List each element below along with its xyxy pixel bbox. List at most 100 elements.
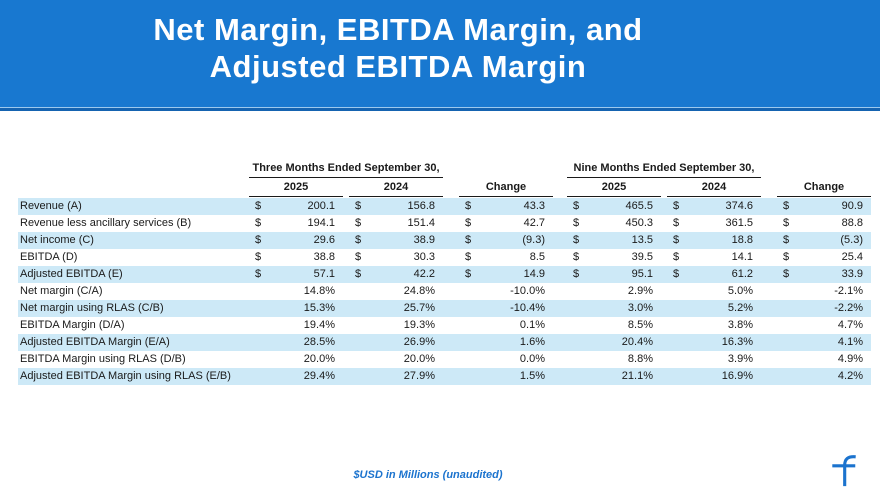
cell-value: 25.4 — [841, 251, 863, 263]
cell-value: 15.3% — [303, 302, 335, 314]
cell-value: 1.6% — [519, 336, 545, 348]
column-header-change-9mo: Change — [777, 180, 871, 197]
cell-value: 30.3 — [413, 251, 435, 263]
value-cell: 5.2% — [667, 300, 761, 317]
value-cell: 29.4% — [249, 368, 343, 385]
cell-value: 4.1% — [837, 336, 863, 348]
value-cell: 3.9% — [667, 351, 761, 368]
footnote: $USD in Millions (unaudited) — [353, 469, 503, 481]
table-row: EBITDA Margin (D/A) 19.4% 19.3% 0.1% 8.5% 3.8… — [18, 317, 871, 334]
column-header-2024-3mo: 2024 — [349, 180, 443, 197]
cell-value: 16.9% — [721, 370, 753, 382]
row-label: Net income (C) — [20, 234, 94, 246]
value-cell: $38.8 — [249, 249, 343, 266]
group-header-spacer — [459, 161, 553, 178]
currency-symbol: $ — [465, 200, 472, 212]
currency-symbol: $ — [355, 251, 362, 263]
cell-value: 194.1 — [307, 217, 335, 229]
table-row: Adjusted EBITDA Margin using RLAS (E/B) 2… — [18, 368, 871, 385]
value-cell: 16.3% — [667, 334, 761, 351]
value-cell: $57.1 — [249, 266, 343, 283]
cell-value: 5.0% — [727, 285, 753, 297]
cell-value: 38.9 — [413, 234, 435, 246]
currency-symbol: $ — [783, 217, 790, 229]
cell-value: 2.9% — [627, 285, 653, 297]
value-cell: $151.4 — [349, 215, 443, 232]
cell-value: -10.4% — [510, 302, 545, 314]
row-label: Adjusted EBITDA Margin using RLAS (E/B) — [20, 370, 231, 382]
table-row: EBITDA Margin using RLAS (D/B) 20.0% 20.0%… — [18, 351, 871, 368]
cell-value: 88.8 — [841, 217, 863, 229]
currency-symbol: $ — [465, 268, 472, 280]
cell-value: 450.3 — [625, 217, 653, 229]
cell-value: 29.4% — [303, 370, 335, 382]
table-group-header-row: Three Months Ended September 30, Nine Mo… — [18, 161, 871, 178]
cell-value: 14.8% — [303, 285, 335, 297]
value-cell: $14.1 — [667, 249, 761, 266]
value-cell: 25.7% — [349, 300, 443, 317]
value-cell: 8.5% — [567, 317, 661, 334]
value-cell: $30.3 — [349, 249, 443, 266]
value-cell: -2.2% — [777, 300, 871, 317]
table-row: Net margin using RLAS (C/B) 15.3% 25.7% -10… — [18, 300, 871, 317]
value-cell: $90.9 — [777, 198, 871, 215]
currency-symbol: $ — [355, 234, 362, 246]
page-title-line1: Net Margin, EBITDA Margin, and — [153, 12, 643, 47]
cell-value: 0.0% — [519, 353, 545, 365]
cell-value: 3.9% — [727, 353, 753, 365]
row-label: Revenue less ancillary services (B) — [20, 217, 192, 229]
row-label: Adjusted EBITDA Margin (E/A) — [20, 336, 170, 348]
value-cell: $361.5 — [667, 215, 761, 232]
cell-value: 465.5 — [625, 200, 653, 212]
table-column-header-row: 2025 2024 Change 2025 2024 Change — [18, 180, 871, 197]
value-cell: $200.1 — [249, 198, 343, 215]
row-label: EBITDA Margin using RLAS (D/B) — [20, 353, 186, 365]
cell-value: 26.9% — [403, 336, 435, 348]
cell-value: 156.8 — [407, 200, 435, 212]
cell-value: 4.2% — [837, 370, 863, 382]
value-cell: 4.7% — [777, 317, 871, 334]
cell-value: 3.0% — [627, 302, 653, 314]
currency-symbol: $ — [255, 217, 262, 229]
value-cell: -10.4% — [459, 300, 553, 317]
cell-value: 8.5% — [627, 319, 653, 331]
currency-symbol: $ — [783, 268, 790, 280]
cell-value: (9.3) — [522, 234, 545, 246]
cell-value: 16.3% — [721, 336, 753, 348]
cell-value: 27.9% — [403, 370, 435, 382]
cell-value: 14.1 — [731, 251, 753, 263]
value-cell: 4.2% — [777, 368, 871, 385]
currency-symbol: $ — [673, 234, 680, 246]
table-row: Adjusted EBITDA (E) $57.1 $42.2 $14.9 $95.1 $… — [18, 266, 871, 283]
page-title: Net Margin, EBITDA Margin, and Adjusted … — [153, 0, 642, 85]
cell-value: -2.1% — [834, 285, 863, 297]
value-cell: 8.8% — [567, 351, 661, 368]
cell-value: 29.6 — [313, 234, 335, 246]
banner-edge-dark — [0, 108, 880, 111]
value-cell: $29.6 — [249, 232, 343, 249]
currency-symbol: $ — [465, 234, 472, 246]
currency-symbol: $ — [255, 200, 262, 212]
cell-value: 95.1 — [631, 268, 653, 280]
currency-symbol: $ — [255, 268, 262, 280]
value-cell: 3.8% — [667, 317, 761, 334]
cell-value: 200.1 — [307, 200, 335, 212]
cell-value: 28.5% — [303, 336, 335, 348]
currency-symbol: $ — [355, 217, 362, 229]
value-cell: 1.5% — [459, 368, 553, 385]
cell-value: 0.1% — [519, 319, 545, 331]
currency-symbol: $ — [673, 268, 680, 280]
currency-symbol: $ — [783, 234, 790, 246]
value-cell: 0.1% — [459, 317, 553, 334]
cell-value: (5.3) — [840, 234, 863, 246]
currency-symbol: $ — [355, 200, 362, 212]
cell-value: 8.8% — [627, 353, 653, 365]
cell-value: 361.5 — [725, 217, 753, 229]
financial-table: Three Months Ended September 30, Nine Mo… — [18, 161, 871, 385]
cell-value: 38.8 — [313, 251, 335, 263]
currency-symbol: $ — [573, 234, 580, 246]
cell-value: 21.1% — [621, 370, 653, 382]
cell-value: 151.4 — [407, 217, 435, 229]
row-label: Adjusted EBITDA (E) — [20, 268, 123, 280]
cell-value: -10.0% — [510, 285, 545, 297]
